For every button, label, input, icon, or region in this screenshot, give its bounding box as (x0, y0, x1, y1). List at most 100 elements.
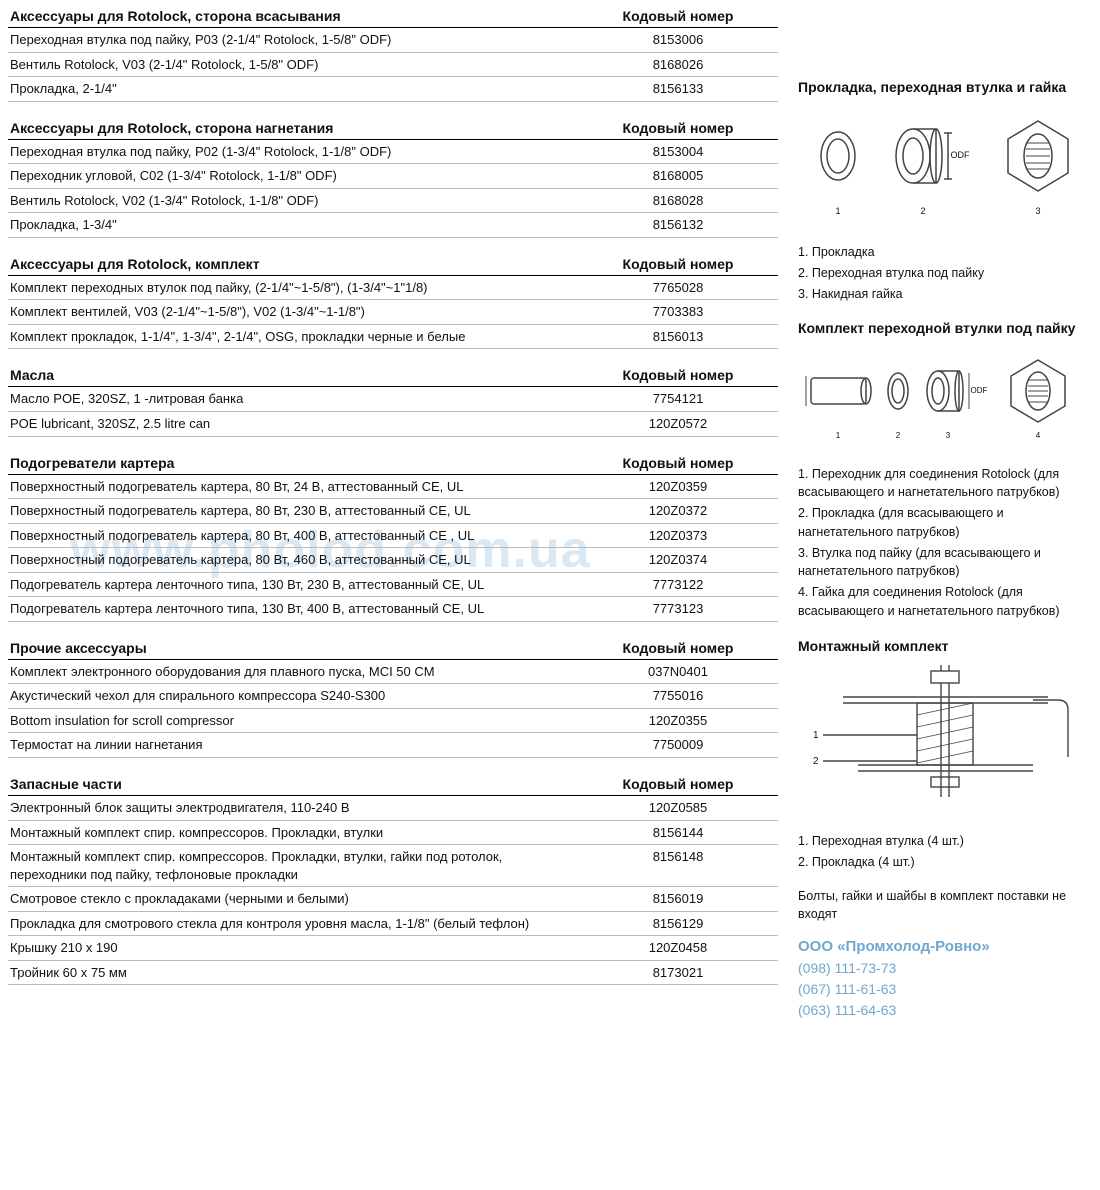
part-code: 8168028 (578, 188, 778, 213)
table-row: Электронный блок защиты электродвигателя… (8, 796, 778, 821)
part-description: Комплект вентилей, V03 (2-1/4"~1-5/8"), … (8, 300, 578, 325)
code-header: Кодовый номер (578, 363, 778, 387)
part-description: Переходная втулка под пайку, P03 (2-1/4"… (8, 28, 578, 53)
diag1-num-1: 1 (835, 206, 840, 216)
odf-label: ODF (951, 150, 971, 160)
footer-company: ООО «Промхолод-Ровно» (798, 936, 1088, 959)
part-code: 120Z0458 (578, 936, 778, 961)
diag2-num-3: 3 (946, 431, 951, 440)
code-header: Кодовый номер (578, 116, 778, 140)
part-code: 8156132 (578, 213, 778, 238)
parts-table: Аксессуары для Rotolock, сторона нагнета… (8, 116, 778, 238)
table-title: Подогреватели картера (8, 451, 578, 475)
diagram-adapter-kit: OD ODF 1 2 3 4 (798, 348, 1088, 451)
legend-3-item: 1. Переходная втулка (4 шт.) (798, 832, 1088, 851)
part-description: Вентиль Rotolock, V02 (1-3/4" Rotolock, … (8, 188, 578, 213)
parts-table: Аксессуары для Rotolock, комплектКодовый… (8, 252, 778, 350)
legend-3: 1. Переходная втулка (4 шт.) 2. Прокладк… (798, 832, 1088, 872)
table-title: Масла (8, 363, 578, 387)
legend-1: 1. Прокладка 2. Переходная втулка под па… (798, 243, 1088, 303)
part-description: Акустический чехол для спирального компр… (8, 684, 578, 709)
callout-2: 2 (813, 756, 819, 767)
legend-1-item: 1. Прокладка (798, 243, 1088, 262)
part-description: Вентиль Rotolock, V03 (2-1/4" Rotolock, … (8, 52, 578, 77)
part-description: Прокладка, 2-1/4" (8, 77, 578, 102)
side-title-1: Прокладка, переходная втулка и гайка (798, 78, 1088, 96)
part-code: 7703383 (578, 300, 778, 325)
table-row: Комплект вентилей, V03 (2-1/4"~1-5/8"), … (8, 300, 778, 325)
table-row: Термостат на линии нагнетания7750009 (8, 733, 778, 758)
diagram-mounting-kit: 1 2 (798, 665, 1088, 818)
part-code: 7765028 (578, 275, 778, 300)
table-row: Поверхностный подогреватель картера, 80 … (8, 548, 778, 573)
part-code: 120Z0355 (578, 708, 778, 733)
part-code: 7773123 (578, 597, 778, 622)
part-description: Поверхностный подогреватель картера, 80 … (8, 548, 578, 573)
legend-2-item: 2. Прокладка (для всасывающего и нагнета… (798, 504, 1088, 542)
part-code: 8153004 (578, 139, 778, 164)
diag2-num-2: 2 (896, 431, 901, 440)
diagram-gasket-sleeve-nut: ODF 1 2 3 (798, 106, 1088, 229)
diag1-num-3: 3 (1035, 206, 1040, 216)
part-description: Термостат на линии нагнетания (8, 733, 578, 758)
part-description: Поверхностный подогреватель картера, 80 … (8, 523, 578, 548)
table-row: Монтажный комплект спир. компрессоров. П… (8, 845, 778, 887)
parts-table: Аксессуары для Rotolock, сторона всасыва… (8, 4, 778, 102)
part-code: 7773122 (578, 572, 778, 597)
code-header: Кодовый номер (578, 252, 778, 276)
table-row: Акустический чехол для спирального компр… (8, 684, 778, 709)
code-header: Кодовый номер (578, 4, 778, 28)
parts-table: МаслаКодовый номерМасло POE, 320SZ, 1 -л… (8, 363, 778, 436)
part-code: 7755016 (578, 684, 778, 709)
legend-2-item: 3. Втулка под пайку (для всасывающего и … (798, 544, 1088, 582)
table-row: Вентиль Rotolock, V03 (2-1/4" Rotolock, … (8, 52, 778, 77)
table-row: Поверхностный подогреватель картера, 80 … (8, 499, 778, 524)
legend-3-item: 2. Прокладка (4 шт.) (798, 853, 1088, 872)
part-description: Переходная втулка под пайку, P02 (1-3/4"… (8, 139, 578, 164)
code-header: Кодовый номер (578, 772, 778, 796)
part-code: 8156133 (578, 77, 778, 102)
part-description: Комплект переходных втулок под пайку, (2… (8, 275, 578, 300)
part-description: Монтажный комплект спир. компрессоров. П… (8, 820, 578, 845)
part-code: 120Z0374 (578, 548, 778, 573)
part-code: 7754121 (578, 387, 778, 412)
table-row: Комплект электронного оборудования для п… (8, 659, 778, 684)
side-title-3: Монтажный комплект (798, 637, 1088, 655)
side-column: Прокладка, переходная втулка и гайка (798, 4, 1088, 1021)
legend-2: 1. Переходник для соединения Rotolock (д… (798, 465, 1088, 621)
parts-table: Прочие аксессуарыКодовый номерКомплект э… (8, 636, 778, 758)
part-description: Комплект электронного оборудования для п… (8, 659, 578, 684)
callout-1: 1 (813, 730, 819, 741)
part-code: 7750009 (578, 733, 778, 758)
table-row: Подогреватель картера ленточного типа, 1… (8, 597, 778, 622)
table-title: Запасные части (8, 772, 578, 796)
part-code: 120Z0359 (578, 474, 778, 499)
odf-label-2: ODF (971, 386, 988, 395)
code-header: Кодовый номер (578, 451, 778, 475)
part-code: 8168026 (578, 52, 778, 77)
part-description: Тройник 60 x 75 мм (8, 960, 578, 985)
table-row: Тройник 60 x 75 мм8173021 (8, 960, 778, 985)
part-description: Комплект прокладок, 1-1/4", 1-3/4", 2-1/… (8, 324, 578, 349)
main-column: Аксессуары для Rotolock, сторона всасыва… (8, 4, 778, 1021)
parts-table: Запасные частиКодовый номерЭлектронный б… (8, 772, 778, 985)
parts-table: Подогреватели картераКодовый номерПоверх… (8, 451, 778, 622)
legend-1-item: 2. Переходная втулка под пайку (798, 264, 1088, 283)
part-description: Подогреватель картера ленточного типа, 1… (8, 597, 578, 622)
diag2-num-4: 4 (1036, 431, 1041, 440)
table-row: Крышку 210 x 190120Z0458 (8, 936, 778, 961)
table-row: Прокладка для смотрового стекла для конт… (8, 911, 778, 936)
table-row: Комплект переходных втулок под пайку, (2… (8, 275, 778, 300)
part-code: 8173021 (578, 960, 778, 985)
part-description: POE lubricant, 320SZ, 2.5 litre can (8, 412, 578, 437)
diag1-num-2: 2 (920, 206, 925, 216)
table-row: Комплект прокладок, 1-1/4", 1-3/4", 2-1/… (8, 324, 778, 349)
legend-2-item: 1. Переходник для соединения Rotolock (д… (798, 465, 1088, 503)
part-description: Переходник угловой, C02 (1-3/4" Rotolock… (8, 164, 578, 189)
part-code: 8168005 (578, 164, 778, 189)
part-code: 8156129 (578, 911, 778, 936)
part-description: Поверхностный подогреватель картера, 80 … (8, 474, 578, 499)
part-code: 120Z0373 (578, 523, 778, 548)
table-title: Аксессуары для Rotolock, комплект (8, 252, 578, 276)
table-row: Поверхностный подогреватель картера, 80 … (8, 474, 778, 499)
